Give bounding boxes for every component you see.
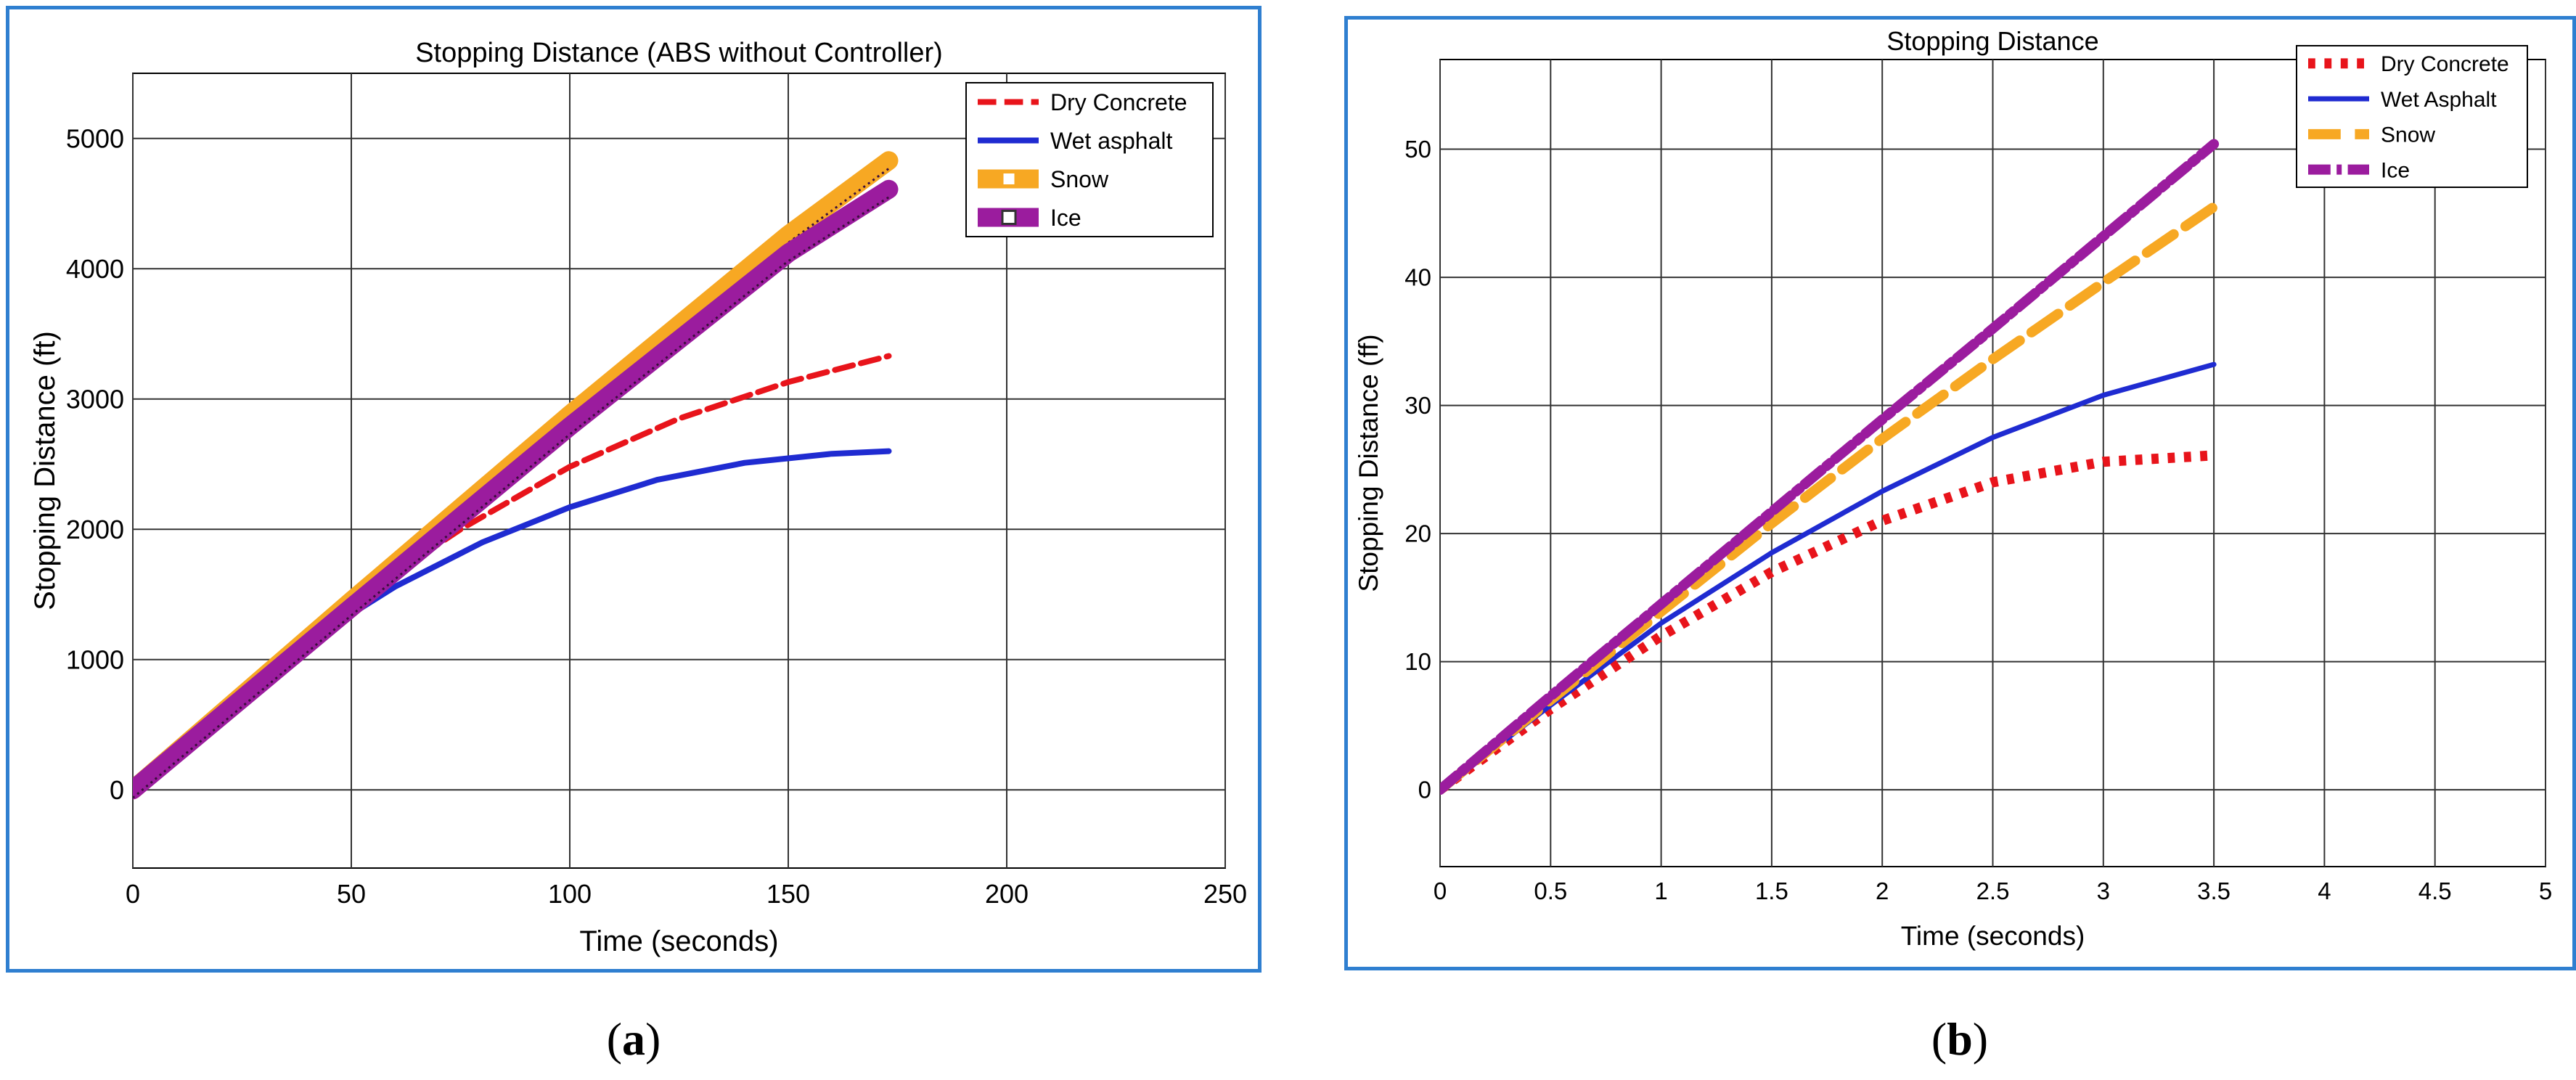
x-tick-label: 0 bbox=[126, 879, 140, 909]
x-tick-label: 50 bbox=[337, 879, 366, 909]
legend-label: Wet Asphalt bbox=[2381, 88, 2497, 112]
chart-a-svg: 0 50 100 150 200 250 0 1000 2000 3000 4000 5000 Stop… bbox=[29, 38, 1247, 957]
legend-marker bbox=[1001, 171, 1017, 187]
y-tick-label: 40 bbox=[1404, 264, 1431, 291]
legend-label: Wet asphalt bbox=[1050, 128, 1173, 154]
y-tick-label: 0 bbox=[110, 775, 124, 805]
y-axis-label: Stopping Distance (ft) bbox=[29, 331, 61, 610]
chart-title: Stopping Distance (ABS without Controlle… bbox=[415, 38, 943, 68]
x-tick-label: 4.5 bbox=[2418, 878, 2452, 904]
chart-title: Stopping Distance bbox=[1886, 26, 2098, 56]
y-tick-label: 10 bbox=[1404, 648, 1431, 675]
legend-box bbox=[965, 82, 1214, 237]
x-tick-label: 0 bbox=[1434, 878, 1447, 904]
legend-label: Dry Concrete bbox=[2381, 52, 2509, 76]
y-tick-label: 0 bbox=[1418, 777, 1431, 803]
x-tick-label: 100 bbox=[548, 879, 592, 909]
legend-label: Ice bbox=[2381, 158, 2410, 182]
y-tick-label: 2000 bbox=[66, 515, 124, 544]
x-tick-label: 5 bbox=[2539, 878, 2552, 904]
y-tick-label: 5000 bbox=[66, 123, 124, 153]
x-tick-label: 150 bbox=[766, 879, 810, 909]
x-tick-label: 1.5 bbox=[1755, 878, 1788, 904]
x-tick-label: 3 bbox=[2097, 878, 2110, 904]
x-tick-label: 0.5 bbox=[1534, 878, 1567, 904]
series-line-ice bbox=[1440, 139, 2220, 795]
y-tick-label: 1000 bbox=[66, 645, 124, 674]
x-tick-label: 250 bbox=[1203, 879, 1247, 909]
chart-b-svg: 0 0.5 1 1.5 2 2.5 3 3.5 4 4.5 501020304050Stopping… bbox=[1354, 26, 2552, 951]
legend-label: Ice bbox=[1050, 205, 1081, 231]
figure-panel-a: 0 50 100 150 200 250 0 1000 2000 3000 4000 5000 Stop… bbox=[6, 6, 1262, 973]
x-tick-label: 2.5 bbox=[1976, 878, 2010, 904]
series-line-dry-concrete bbox=[1440, 450, 2215, 794]
legend-label: Snow bbox=[1050, 166, 1109, 192]
caption-b: (b) bbox=[1931, 1013, 1989, 1065]
y-tick-label: 30 bbox=[1404, 392, 1431, 419]
x-tick-label: 3.5 bbox=[2197, 878, 2231, 904]
y-tick-label: 3000 bbox=[66, 384, 124, 414]
x-tick-label: 4 bbox=[2318, 878, 2331, 904]
x-tick-label: 200 bbox=[985, 879, 1029, 909]
legend-marker bbox=[1001, 210, 1017, 225]
x-axis-label: Time (seconds) bbox=[579, 925, 778, 957]
caption-a: (a) bbox=[606, 1013, 661, 1065]
y-axis-label: Stopping Distance (ff) bbox=[1354, 334, 1383, 592]
legend-label: Dry Concrete bbox=[1050, 89, 1187, 115]
y-tick-label: 20 bbox=[1404, 520, 1431, 547]
legend-label: Snow bbox=[2381, 123, 2435, 147]
series-group bbox=[1440, 139, 2220, 795]
legend-box bbox=[2296, 45, 2528, 188]
figure-panel-b: 0 0.5 1 1.5 2 2.5 3 3.5 4 4.5 5 0 10 20 30 40 50 Stopping… bbox=[1344, 16, 2576, 970]
series-line-ice bbox=[133, 179, 899, 800]
y-tick-label: 4000 bbox=[66, 254, 124, 284]
series-group bbox=[133, 151, 899, 800]
x-tick-label: 2 bbox=[1876, 878, 1889, 904]
x-tick-label: 1 bbox=[1654, 878, 1667, 904]
x-axis-label: Time (seconds) bbox=[1901, 921, 2085, 951]
y-tick-label: 50 bbox=[1404, 136, 1431, 163]
